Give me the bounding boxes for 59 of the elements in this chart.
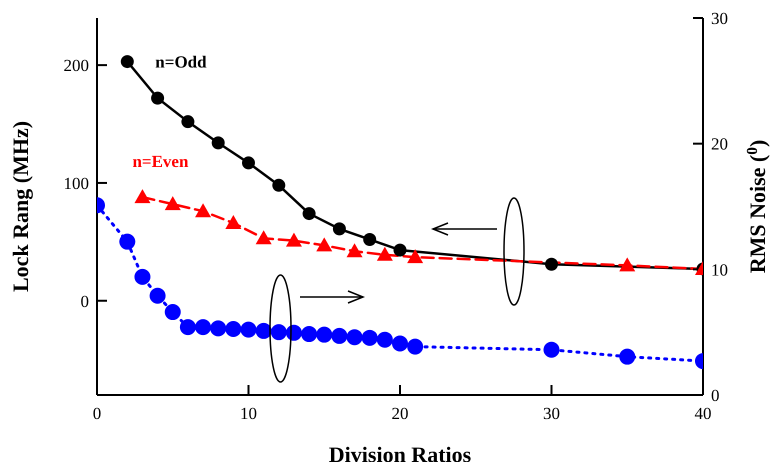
- point: [332, 222, 346, 236]
- point: [392, 335, 408, 352]
- y-axis-title: Lock Rang (MHz): [8, 120, 33, 292]
- point: [212, 136, 225, 150]
- point: [346, 243, 363, 258]
- point: [316, 326, 332, 343]
- y2-tick-label: 20: [711, 134, 728, 154]
- point: [316, 237, 332, 252]
- point: [195, 319, 212, 336]
- point: [225, 321, 242, 338]
- x-tick-label: 30: [543, 404, 560, 424]
- point: [181, 115, 194, 128]
- y-tick-label: 200: [64, 56, 89, 76]
- point: [545, 258, 558, 271]
- point: [240, 322, 256, 338]
- point: [256, 322, 272, 339]
- point: [286, 232, 302, 247]
- y2-tick-label: 30: [711, 9, 728, 28]
- point: [195, 203, 212, 218]
- point: [346, 329, 363, 346]
- point: [242, 156, 255, 170]
- point: [301, 326, 318, 342]
- point: [151, 92, 164, 105]
- point: [376, 246, 393, 261]
- x-tick-label: 40: [694, 404, 712, 424]
- x-axis-title: Division Ratios: [328, 442, 472, 467]
- point: [210, 320, 226, 336]
- point: [150, 288, 166, 304]
- point: [362, 330, 378, 346]
- point: [394, 244, 406, 257]
- x-tick-label: 0: [92, 404, 102, 424]
- point: [272, 178, 286, 192]
- point: [331, 328, 348, 344]
- point: [619, 348, 636, 365]
- y2-tick-label: 10: [711, 260, 728, 280]
- point: [164, 196, 181, 210]
- point: [302, 207, 316, 220]
- point: [180, 319, 196, 336]
- point: [619, 257, 636, 272]
- x-tick-label: 10: [240, 404, 257, 424]
- y-tick-label: 0: [80, 292, 89, 311]
- point: [544, 342, 560, 358]
- point: [363, 232, 376, 246]
- point: [119, 234, 136, 250]
- y2-tick-label: 0: [711, 386, 720, 406]
- point: [134, 189, 150, 204]
- point: [407, 249, 424, 264]
- point: [270, 324, 287, 340]
- point: [376, 332, 393, 348]
- point: [256, 230, 272, 244]
- series-label: n=Even: [132, 152, 189, 172]
- series-label: n=Odd: [155, 52, 208, 72]
- point: [120, 55, 134, 68]
- point: [164, 304, 181, 320]
- point: [407, 338, 424, 355]
- point: [225, 214, 242, 229]
- y-tick-label: 100: [64, 174, 89, 193]
- x-tick-label: 20: [392, 404, 408, 424]
- point: [134, 268, 150, 285]
